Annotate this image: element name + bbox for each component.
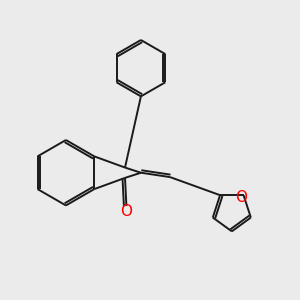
Text: O: O (235, 190, 247, 205)
Text: O: O (120, 205, 132, 220)
